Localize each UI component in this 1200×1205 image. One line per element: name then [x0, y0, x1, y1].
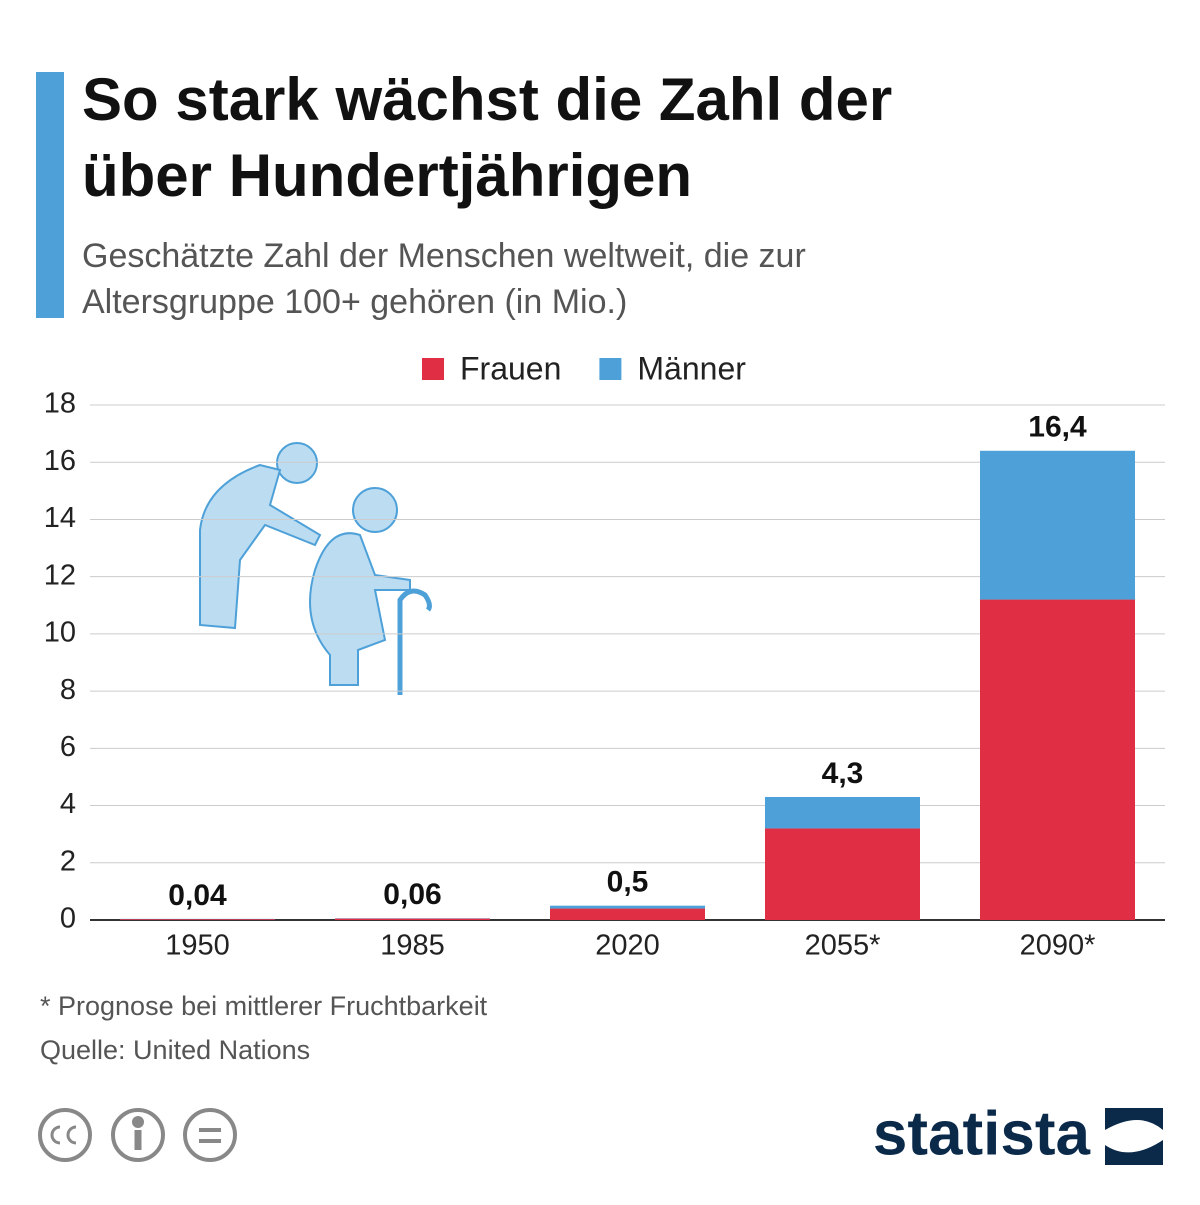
x-tick-label: 2090* — [1020, 930, 1096, 962]
bar-segment — [550, 909, 705, 920]
legend-label: Männer — [637, 350, 746, 386]
total-label: 4,3 — [822, 757, 864, 790]
title-line: So stark wächst die Zahl der — [82, 66, 892, 133]
bar-segment — [765, 797, 920, 828]
legend-swatch — [599, 358, 621, 380]
subtitle-line: Geschätzte Zahl der Menschen weltweit, d… — [82, 237, 806, 275]
y-tick-label: 18 — [44, 388, 76, 420]
x-tick-label: 2055* — [805, 930, 881, 962]
y-tick-label: 0 — [60, 903, 76, 935]
bar-segment — [550, 906, 705, 909]
bar-segment — [120, 919, 275, 920]
y-tick-label: 12 — [44, 559, 76, 591]
total-label: 0,06 — [383, 878, 441, 911]
brand-logo — [1105, 1108, 1163, 1165]
y-tick-label: 4 — [60, 788, 76, 820]
y-tick-label: 6 — [60, 731, 76, 763]
y-tick-label: 14 — [44, 502, 76, 534]
bar-segment — [335, 919, 490, 920]
x-tick-label: 1950 — [165, 930, 230, 962]
illustration — [200, 443, 429, 695]
total-label: 16,4 — [1028, 411, 1087, 444]
x-tick-label: 1985 — [380, 930, 445, 962]
brand: statista — [873, 1099, 1091, 1168]
license-icons — [40, 1110, 235, 1160]
legend-label: Frauen — [460, 350, 561, 386]
x-tick-label: 2020 — [595, 930, 660, 962]
subtitle-line: Altersgruppe 100+ gehören (in Mio.) — [82, 283, 627, 321]
accent-bar — [36, 72, 64, 318]
legend-swatch — [422, 358, 444, 380]
y-tick-label: 8 — [60, 674, 76, 706]
y-tick-label: 16 — [44, 445, 76, 477]
y-tick-label: 2 — [60, 845, 76, 877]
title-line: über Hundertjährigen — [82, 142, 692, 209]
bar-segment — [980, 451, 1135, 600]
footnote: * Prognose bei mittlerer Fruchtbarkeit — [40, 991, 488, 1021]
total-label: 0,04 — [168, 879, 227, 912]
bar-segment — [980, 600, 1135, 920]
y-tick-label: 10 — [44, 617, 76, 649]
source: Quelle: United Nations — [40, 1035, 310, 1065]
bar-segment — [765, 828, 920, 920]
total-label: 0,5 — [607, 866, 649, 899]
